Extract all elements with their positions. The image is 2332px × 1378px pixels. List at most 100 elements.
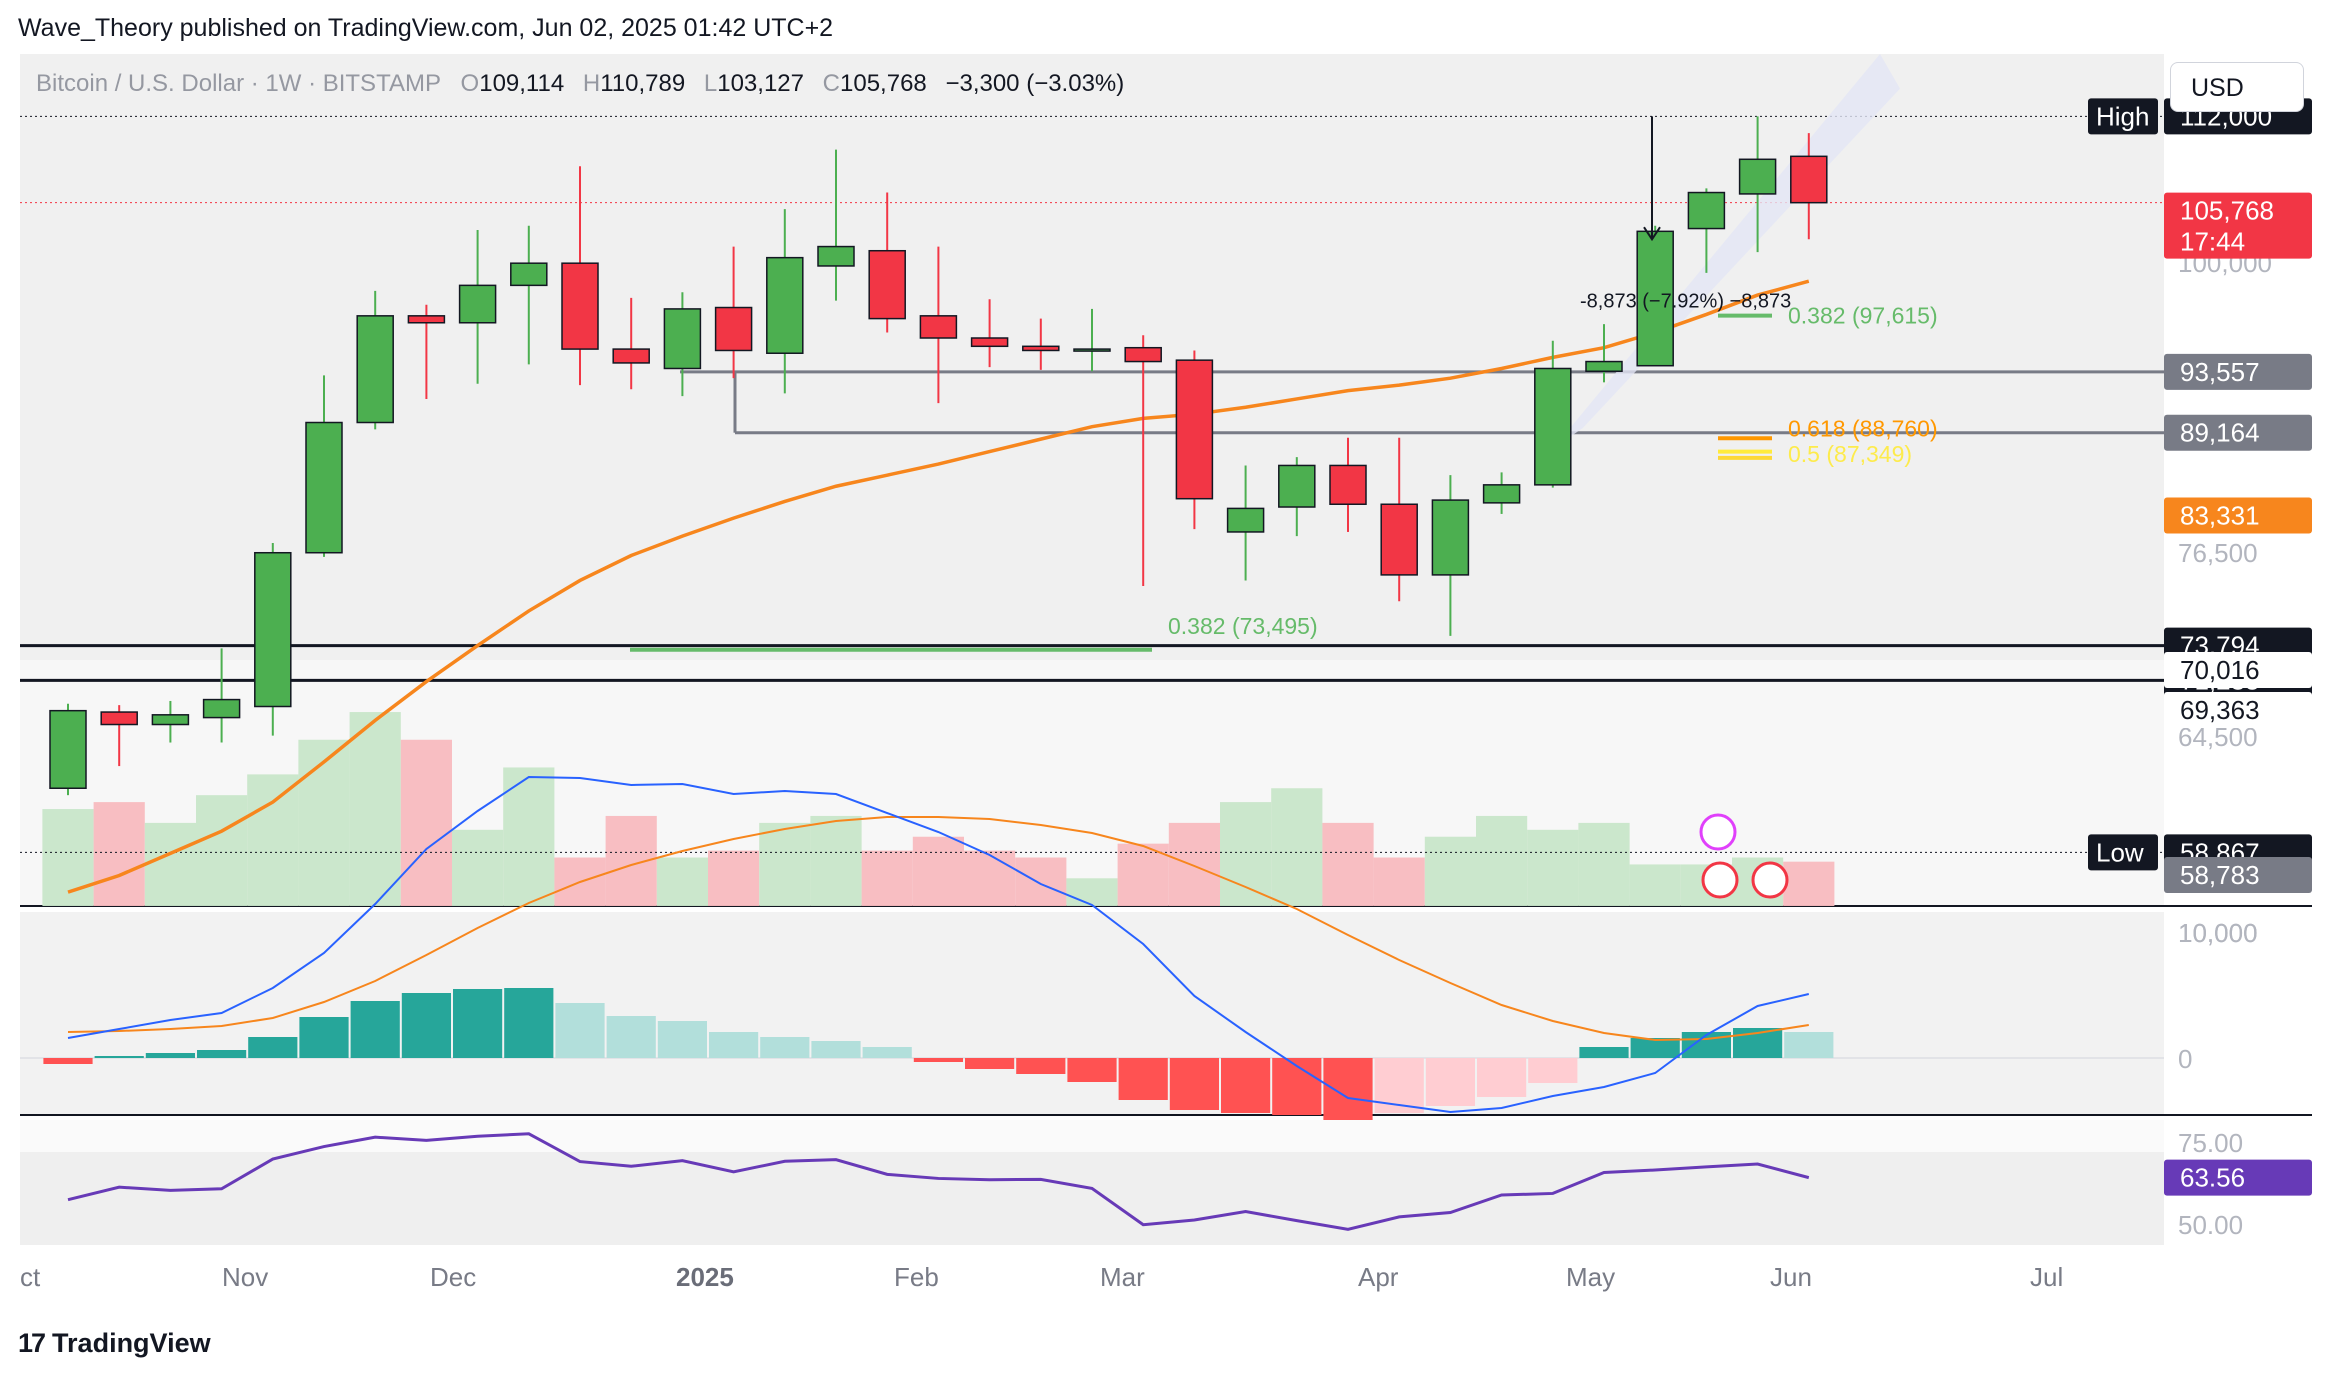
macd-histogram-bar <box>94 1056 144 1058</box>
volume-area-segment <box>861 850 913 906</box>
candle-up <box>766 256 804 354</box>
volume-area-segment <box>1629 864 1681 906</box>
volume-area-segment <box>503 767 555 906</box>
close-key: C <box>822 70 841 97</box>
time-axis-tick: Jun <box>1770 1262 1812 1292</box>
volume-area-segment <box>1783 861 1835 906</box>
rsi-axis-tick: 50.00 <box>2178 1210 2243 1240</box>
level-58783-box <box>2164 857 2312 893</box>
macd-histogram-bar <box>1016 1058 1066 1074</box>
candle-up <box>1534 367 1572 486</box>
macd-histogram-bar <box>1067 1058 1117 1082</box>
fib-0382-low-label: 0.382 (73,495) <box>1168 613 1318 639</box>
volume-area-segment <box>1271 788 1323 906</box>
macd-histogram-bar <box>555 1003 605 1058</box>
candle-up <box>254 551 292 708</box>
symbol-title: Bitcoin / U.S. Dollar · 1W · BITSTAMP <box>36 70 441 97</box>
macd-histogram-bar <box>811 1041 861 1058</box>
volume-area-segment <box>298 739 350 906</box>
macd-axis-tick: 10,000 <box>2178 918 2258 948</box>
tradingview-logo[interactable]: 17 TradingView <box>18 1328 211 1359</box>
brand-name: TradingView <box>52 1328 211 1358</box>
attribution: Wave_Theory published on TradingView.com… <box>18 14 834 42</box>
low-level-tag-label: Low <box>2096 837 2144 867</box>
high-level-tag <box>2088 98 2158 135</box>
volume-area-segment <box>1322 822 1374 906</box>
ema-line <box>67 279 1810 894</box>
macd-histogram-bar <box>453 989 503 1058</box>
macd-pane-bg <box>20 912 2164 1115</box>
macd-histogram-bar <box>504 988 554 1058</box>
volume-area-segment <box>1066 878 1118 906</box>
macd-histogram-bar <box>606 1016 656 1058</box>
volume-area-segment <box>1373 857 1425 906</box>
volume-area-segment <box>964 850 1016 906</box>
candle-down <box>1790 155 1828 204</box>
ema-level-box <box>2164 497 2312 534</box>
candle-up <box>1431 499 1470 576</box>
level-69363-value: 69,363 <box>2180 695 2260 725</box>
volume-area-segment <box>1015 857 1067 906</box>
volume-area-segment <box>247 774 299 906</box>
us-flag-icon <box>1751 861 1789 899</box>
open-key: O <box>460 70 480 97</box>
volume-area-segment <box>196 795 248 906</box>
fib-05-label: 0.5 (87,349) <box>1788 441 1912 467</box>
candle-down <box>1175 359 1214 500</box>
macd-histogram-bar <box>965 1058 1015 1069</box>
level-58783-value: 58,783 <box>2180 860 2260 890</box>
level-89164-value: 89,164 <box>2180 418 2260 448</box>
high-level-tag-label: High <box>2096 101 2149 131</box>
macd-histogram-bar <box>1784 1032 1834 1058</box>
last-price-box <box>2164 192 2312 259</box>
volume-area-segment <box>912 836 964 906</box>
volume-area-segment <box>1424 836 1476 906</box>
candle-down <box>919 315 958 339</box>
currency-button[interactable]: USD <box>2170 62 2304 112</box>
candle-down <box>407 315 446 324</box>
volume-area-segment <box>400 739 452 906</box>
volume-area-segment <box>1220 802 1272 906</box>
candle-down <box>612 348 650 364</box>
macd-histogram-bar <box>350 1001 400 1058</box>
open-value: 109,114 <box>479 70 565 97</box>
macd-histogram-bar <box>299 1017 349 1058</box>
candle-up <box>1687 191 1726 230</box>
us-flag-icon <box>1701 861 1739 899</box>
macd-histogram-bar <box>709 1032 759 1058</box>
macd-histogram-bar <box>145 1053 195 1058</box>
volume-area-segment <box>42 809 94 906</box>
volume-area-segment <box>759 822 811 906</box>
candle-up <box>1278 464 1316 508</box>
volume-area-segment <box>144 822 196 906</box>
ohlc-legend: Bitcoin / U.S. Dollar · 1W · BITSTAMP O1… <box>36 70 1136 98</box>
macd-histogram-bar <box>1425 1058 1475 1106</box>
volume-area-segment <box>93 802 145 906</box>
high-key: H <box>582 70 601 97</box>
time-axis-tick: Mar <box>1100 1262 1145 1292</box>
candle-up <box>1073 348 1111 352</box>
macd-histogram-bar <box>1579 1047 1629 1058</box>
level-70016-value: 70,016 <box>2180 655 2260 685</box>
fib-0618-label: 0.618 (88,760) <box>1788 415 1938 441</box>
event-icon <box>1699 813 1737 851</box>
level-89164-box <box>2164 414 2312 451</box>
time-axis-tick: May <box>1566 1262 1615 1292</box>
macd-histogram-bar <box>1528 1058 1578 1083</box>
volume-area-segment <box>1117 843 1169 906</box>
macd-histogram-bar <box>197 1050 247 1058</box>
macd-histogram-bar <box>1221 1058 1271 1113</box>
candle-up <box>1585 360 1623 372</box>
low-value: 103,127 <box>717 70 804 97</box>
time-axis-tick: Dec <box>430 1262 476 1292</box>
candle-down <box>714 306 753 352</box>
candle-up <box>510 262 548 287</box>
rsi-line <box>67 1132 1810 1231</box>
rsi-value-box <box>2164 1159 2312 1196</box>
candle-down <box>1329 464 1367 505</box>
macd-histogram-bar <box>1374 1058 1424 1113</box>
candle-up <box>1636 230 1674 367</box>
time-axis-tick: Nov <box>222 1262 268 1292</box>
time-axis-tick: Apr <box>1358 1262 1399 1292</box>
